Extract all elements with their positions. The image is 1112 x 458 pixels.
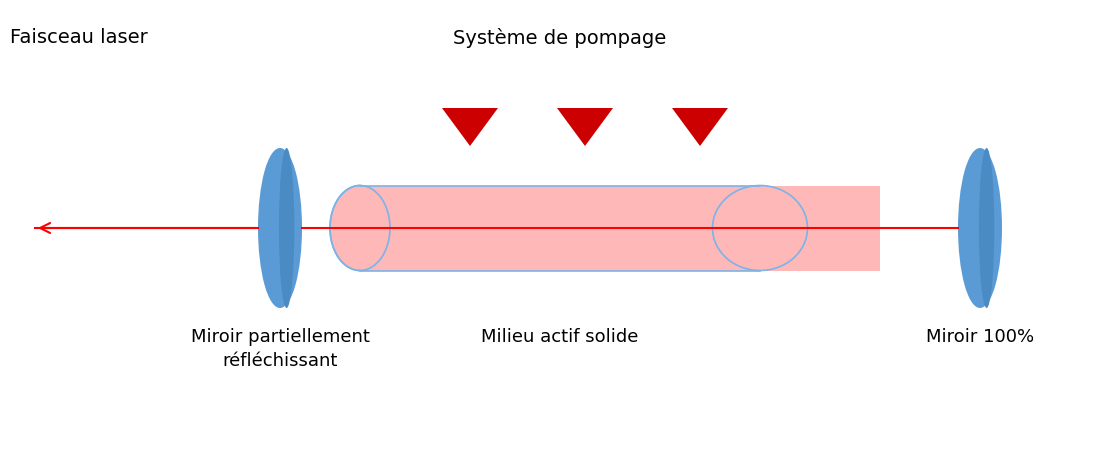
Ellipse shape [279, 148, 295, 308]
Polygon shape [672, 108, 728, 146]
Text: Système de pompage: Système de pompage [454, 28, 666, 48]
Text: Miroir 100%: Miroir 100% [926, 328, 1034, 346]
Text: Milieu actif solide: Milieu actif solide [481, 328, 638, 346]
Ellipse shape [330, 185, 390, 271]
Ellipse shape [713, 185, 807, 271]
Ellipse shape [979, 148, 994, 308]
Text: Miroir partiellement
réfléchissant: Miroir partiellement réfléchissant [190, 328, 369, 370]
Polygon shape [557, 108, 613, 146]
Text: Faisceau laser: Faisceau laser [10, 28, 148, 47]
Ellipse shape [959, 148, 1002, 308]
Polygon shape [441, 108, 498, 146]
Bar [360, 185, 880, 271]
Ellipse shape [258, 148, 302, 308]
